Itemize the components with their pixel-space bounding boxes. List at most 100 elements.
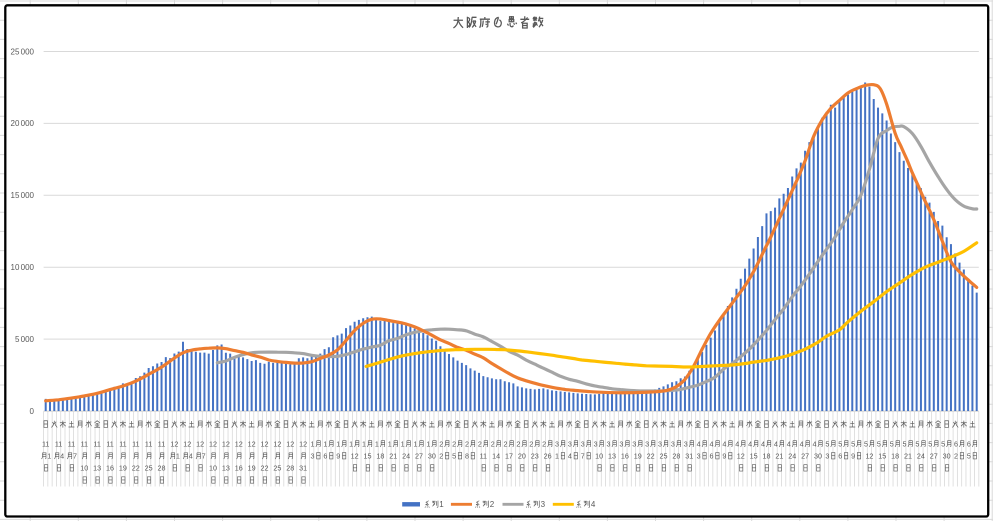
- svg-text:2: 2: [465, 439, 469, 448]
- svg-text:5: 5: [864, 439, 868, 448]
- svg-text:4: 4: [787, 439, 791, 448]
- svg-text:12: 12: [183, 439, 191, 448]
- svg-text:3: 3: [581, 439, 585, 448]
- svg-text:3: 3: [671, 439, 675, 448]
- svg-text:2: 2: [542, 439, 546, 448]
- svg-text:12: 12: [209, 439, 217, 448]
- svg-text:24: 24: [788, 451, 796, 460]
- svg-text:3: 3: [632, 439, 636, 448]
- svg-text:2: 2: [954, 451, 958, 460]
- svg-text:2: 2: [490, 500, 495, 509]
- svg-text:3: 3: [619, 439, 623, 448]
- svg-text:23: 23: [531, 451, 539, 460]
- svg-text:18: 18: [762, 451, 770, 460]
- svg-text:10000: 10000: [11, 263, 35, 272]
- svg-text:25000: 25000: [11, 47, 35, 56]
- svg-text:5: 5: [825, 439, 829, 448]
- svg-text:11: 11: [55, 439, 62, 448]
- svg-text:1: 1: [375, 439, 379, 448]
- svg-text:27: 27: [415, 451, 423, 460]
- svg-text:30: 30: [428, 451, 436, 460]
- svg-text:4: 4: [800, 439, 804, 448]
- svg-text:22: 22: [647, 451, 655, 460]
- svg-text:5: 5: [890, 439, 894, 448]
- svg-text:1: 1: [336, 439, 340, 448]
- svg-text:9: 9: [336, 451, 340, 460]
- svg-text:5: 5: [903, 439, 907, 448]
- svg-text:10: 10: [595, 451, 603, 460]
- svg-text:15000: 15000: [11, 191, 35, 200]
- svg-text:31: 31: [685, 451, 693, 460]
- svg-text:14: 14: [492, 451, 500, 460]
- svg-text:12: 12: [351, 451, 359, 460]
- svg-text:12: 12: [222, 439, 230, 448]
- svg-text:4: 4: [189, 451, 193, 460]
- svg-text:11: 11: [81, 439, 88, 448]
- svg-text:3: 3: [658, 439, 662, 448]
- svg-text:28: 28: [672, 451, 680, 460]
- svg-text:31: 31: [299, 464, 307, 473]
- svg-text:12: 12: [248, 439, 256, 448]
- svg-text:3: 3: [684, 439, 688, 448]
- svg-text:28: 28: [158, 464, 166, 473]
- svg-text:8: 8: [465, 451, 469, 460]
- svg-text:5000: 5000: [15, 335, 35, 344]
- svg-text:19: 19: [119, 464, 127, 473]
- svg-text:1: 1: [323, 439, 327, 448]
- svg-text:5: 5: [915, 439, 919, 448]
- svg-text:5: 5: [851, 439, 855, 448]
- svg-text:11: 11: [93, 439, 100, 448]
- svg-text:5: 5: [967, 451, 971, 460]
- svg-text:6: 6: [954, 439, 958, 448]
- svg-text:1: 1: [439, 500, 444, 509]
- svg-text:4: 4: [568, 451, 572, 460]
- svg-text:1: 1: [362, 439, 366, 448]
- svg-text:6: 6: [323, 451, 327, 460]
- svg-text:1: 1: [310, 439, 314, 448]
- svg-text:16: 16: [235, 464, 243, 473]
- svg-text:24: 24: [402, 451, 410, 460]
- svg-text:2: 2: [516, 439, 520, 448]
- svg-text:16: 16: [106, 464, 114, 473]
- svg-text:4: 4: [735, 439, 739, 448]
- svg-text:22: 22: [261, 464, 269, 473]
- svg-text:12: 12: [273, 439, 281, 448]
- svg-text:18: 18: [891, 451, 899, 460]
- svg-text:24: 24: [917, 451, 925, 460]
- svg-text:12: 12: [737, 451, 745, 460]
- svg-text:11: 11: [106, 439, 113, 448]
- svg-text:4: 4: [60, 451, 64, 460]
- svg-text:12: 12: [235, 439, 243, 448]
- svg-text:12: 12: [196, 439, 204, 448]
- svg-text:12: 12: [865, 451, 873, 460]
- svg-text:1: 1: [555, 451, 559, 460]
- svg-text:5: 5: [928, 439, 932, 448]
- svg-text:21: 21: [904, 451, 912, 460]
- svg-text:18: 18: [376, 451, 384, 460]
- svg-text:3: 3: [541, 500, 546, 509]
- svg-text:7: 7: [581, 451, 585, 460]
- svg-text:1: 1: [388, 439, 392, 448]
- svg-text:6: 6: [709, 451, 713, 460]
- svg-text:5: 5: [941, 439, 945, 448]
- svg-text:6: 6: [967, 439, 971, 448]
- svg-text:22: 22: [132, 464, 140, 473]
- svg-text:26: 26: [544, 451, 552, 460]
- svg-text:2: 2: [478, 439, 482, 448]
- svg-text:19: 19: [248, 464, 256, 473]
- svg-text:12: 12: [299, 439, 307, 448]
- svg-text:9: 9: [851, 451, 855, 460]
- svg-text:28: 28: [286, 464, 294, 473]
- svg-text:30: 30: [943, 451, 951, 460]
- svg-text:2: 2: [452, 439, 456, 448]
- svg-text:1: 1: [413, 439, 417, 448]
- svg-text:7: 7: [73, 451, 77, 460]
- svg-text:2: 2: [439, 439, 443, 448]
- svg-text:21: 21: [389, 451, 397, 460]
- svg-text:4: 4: [774, 439, 778, 448]
- svg-text:16: 16: [621, 451, 629, 460]
- svg-text:27: 27: [930, 451, 938, 460]
- svg-text:4: 4: [709, 439, 713, 448]
- svg-text:20: 20: [518, 451, 526, 460]
- svg-text:1: 1: [47, 451, 51, 460]
